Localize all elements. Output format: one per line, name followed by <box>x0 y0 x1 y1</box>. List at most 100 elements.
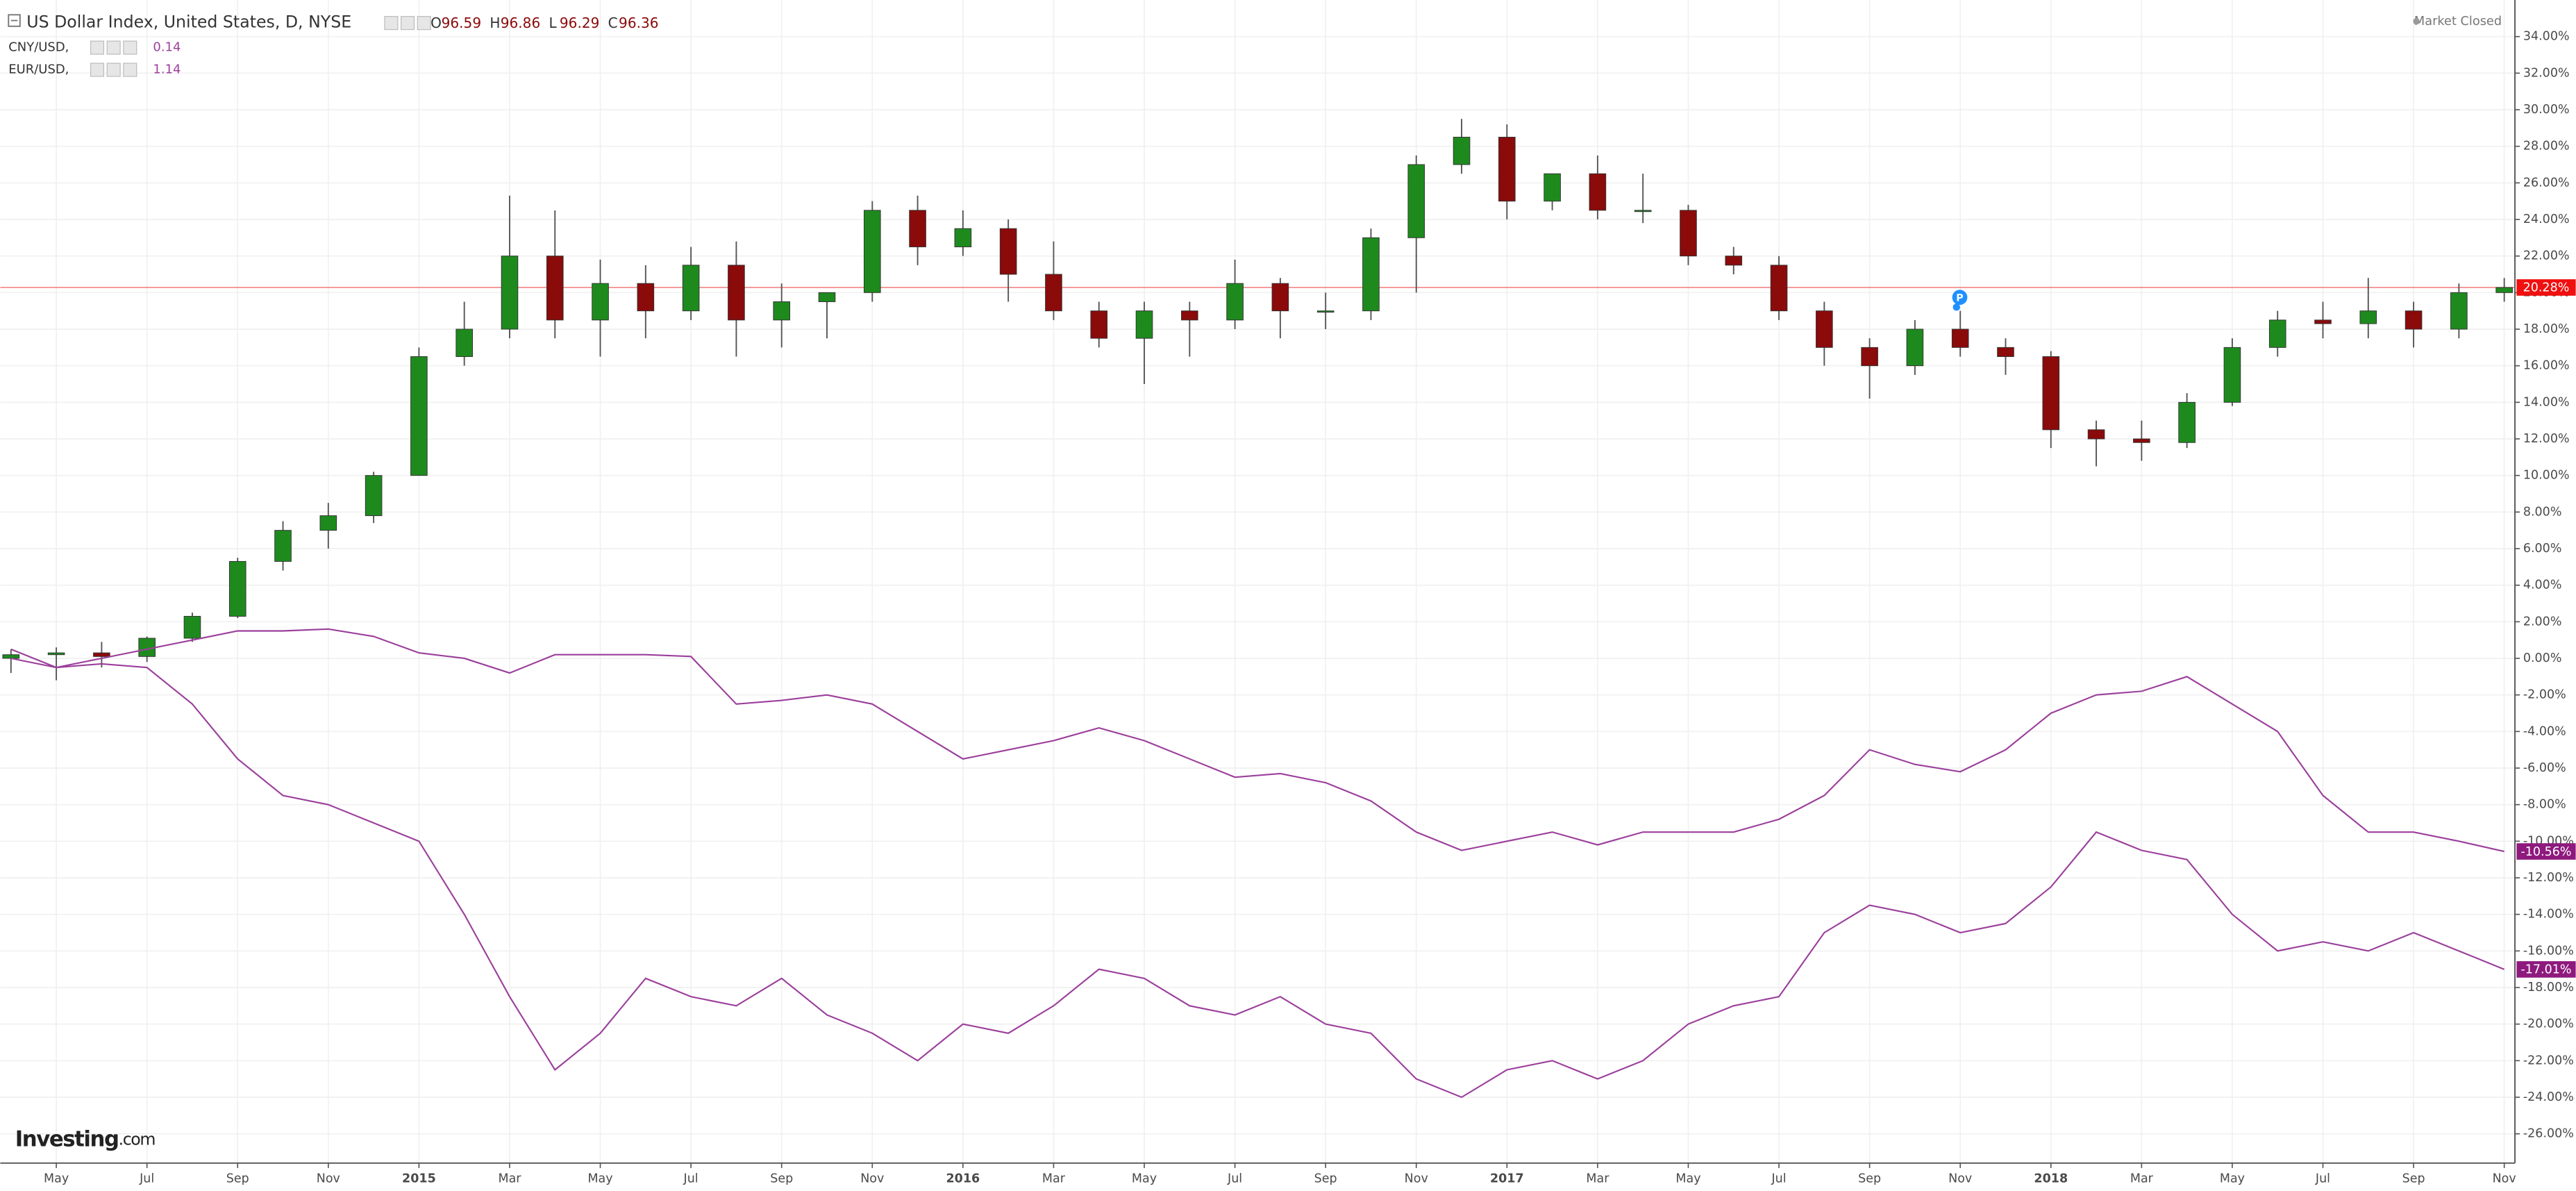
y-tick-label: 26.00% <box>2523 176 2570 190</box>
series-control-icon[interactable] <box>417 16 431 31</box>
candle-body <box>1453 137 1471 165</box>
y-tick-label: -2.00% <box>2523 688 2566 702</box>
logo-suffix: .com <box>119 1129 156 1149</box>
candle-body <box>1906 328 1924 367</box>
x-tick-label: 2016 <box>946 1172 980 1185</box>
candle-body <box>1090 310 1108 339</box>
candle-body <box>365 475 383 517</box>
candle-body <box>728 265 745 321</box>
y-tick-label: 6.00% <box>2523 542 2562 556</box>
candle-body <box>818 292 836 302</box>
series-control-icon[interactable] <box>90 63 105 77</box>
candle-body <box>455 328 473 357</box>
x-tick-label: Jul <box>683 1172 699 1185</box>
candle-body <box>1816 310 1833 348</box>
last-value-tag <box>2516 961 2576 978</box>
x-tick-label: May <box>1132 1172 1157 1185</box>
y-tick-label: 32.00% <box>2523 66 2570 80</box>
y-tick-label: -12.00% <box>2523 871 2574 885</box>
candle-body <box>1045 274 1062 312</box>
y-tick-label: 8.00% <box>2523 505 2562 519</box>
y-tick-label: 30.00% <box>2523 103 2570 117</box>
candle-body <box>410 356 428 476</box>
candle-body <box>954 228 972 247</box>
y-tick-label: 10.00% <box>2523 469 2570 483</box>
candle-body <box>1680 210 1697 257</box>
candle-body <box>183 615 201 639</box>
ohlc-value: 96.36 <box>619 15 659 31</box>
candle-body <box>1181 310 1198 321</box>
ohlc-key: H <box>490 15 500 31</box>
series-control-icon[interactable] <box>401 16 415 31</box>
candle-body <box>93 652 110 657</box>
grid <box>0 0 2516 1163</box>
series-control-icon[interactable] <box>106 63 121 77</box>
candle-body <box>2133 438 2150 443</box>
x-tick-label: Sep <box>770 1172 793 1185</box>
y-tick-label: 4.00% <box>2523 578 2562 592</box>
candle-body <box>47 652 65 656</box>
x-tick-label: 2018 <box>2034 1172 2068 1185</box>
x-tick-label: May <box>1675 1172 1700 1185</box>
legend-name: EUR/USD, <box>8 63 69 77</box>
event-marker-circle[interactable] <box>1952 290 1968 306</box>
y-tick-label: -26.00% <box>2523 1127 2574 1141</box>
y-tick-label: 16.00% <box>2523 359 2570 373</box>
candle-body <box>1634 210 1652 213</box>
x-tick-label: Mar <box>1586 1172 1609 1185</box>
series-control-icon[interactable] <box>123 63 137 77</box>
ohlc-key: O <box>430 15 442 31</box>
y-tick-label: -16.00% <box>2523 944 2574 958</box>
x-tick-label: 2015 <box>402 1172 436 1185</box>
y-tick-label: -6.00% <box>2523 761 2566 775</box>
ohlc-value: 96.29 <box>560 15 600 31</box>
candle-body <box>2 654 20 659</box>
candle-body <box>1589 173 1607 211</box>
series-control-icon[interactable] <box>106 40 121 55</box>
candle-body <box>637 283 655 312</box>
y-tick-label: 14.00% <box>2523 395 2570 409</box>
candle-body <box>592 283 609 321</box>
y-tick-label: -8.00% <box>2523 798 2566 812</box>
x-tick-label: Mar <box>498 1172 521 1185</box>
x-tick-label: 2017 <box>1490 1172 1524 1185</box>
axes: -26.00% -24.00% -22.00% -20.00% -18.00% -16.0… <box>44 30 2576 1185</box>
candle-body <box>2268 319 2286 348</box>
candle-body <box>682 265 700 312</box>
series-line <box>10 628 2504 853</box>
series-control-icon[interactable] <box>123 40 137 55</box>
ohlc-key: L <box>549 15 558 31</box>
candle-body <box>1544 173 1561 202</box>
candle-body <box>1316 310 1335 313</box>
candle-body <box>1362 237 1380 312</box>
x-tick-label: Jul <box>1227 1172 1242 1185</box>
candle-body <box>1861 347 1878 367</box>
event-marker[interactable]: P <box>1952 290 1968 311</box>
x-tick-label: May <box>587 1172 612 1185</box>
market-status: Market Closed <box>2414 15 2502 28</box>
series-control-icon[interactable] <box>384 16 399 31</box>
last-value-label: 20.28% <box>2523 281 2570 295</box>
candle-body <box>999 228 1017 275</box>
candle-body <box>2042 356 2060 431</box>
x-tick-label: Mar <box>1042 1172 1066 1185</box>
y-tick-label: -22.00% <box>2523 1053 2574 1067</box>
collapse-icon[interactable] <box>8 14 21 27</box>
series-control-icon[interactable] <box>90 40 105 55</box>
candle-body <box>1770 265 1788 312</box>
candle-body <box>2450 292 2468 330</box>
candle-body <box>1951 328 1969 348</box>
y-tick-label: -20.00% <box>2523 1017 2574 1031</box>
candle-body <box>1997 347 2014 357</box>
last-value-label: -10.56% <box>2520 845 2571 859</box>
logo: Investing.com <box>15 1126 156 1151</box>
x-tick-label: Sep <box>226 1172 249 1185</box>
y-tick-label: 0.00% <box>2523 651 2562 665</box>
status-dot <box>2413 18 2420 25</box>
x-tick-label: May <box>44 1172 69 1185</box>
x-tick-label: May <box>2220 1172 2245 1185</box>
y-tick-label: 18.00% <box>2523 322 2570 336</box>
y-tick-label: 34.00% <box>2523 30 2570 44</box>
